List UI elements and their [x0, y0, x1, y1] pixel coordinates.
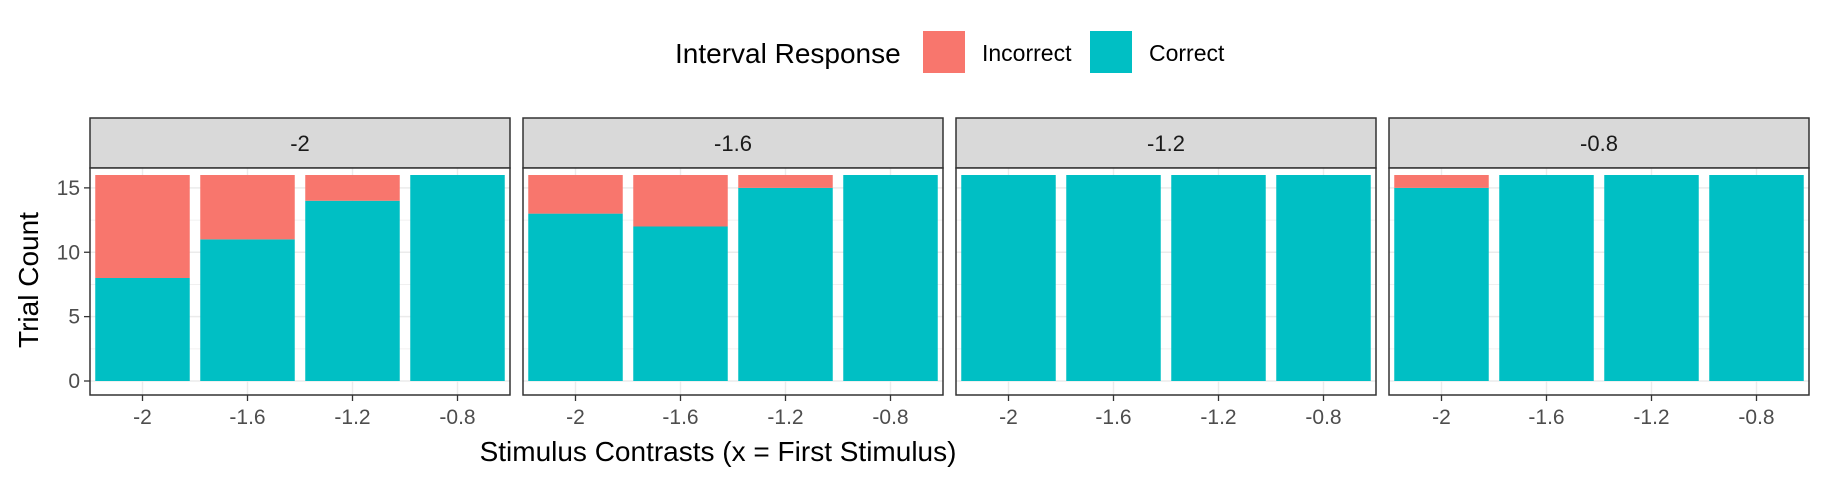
x-tick-label: -1.2: [334, 406, 370, 429]
x-tick-label: -1.2: [1200, 406, 1236, 429]
x-axis-title: Stimulus Contrasts (x = First Stimulus): [480, 436, 957, 467]
bar-correct: [1276, 175, 1371, 381]
x-tick-label: -2: [133, 406, 152, 429]
y-tick-label: 5: [68, 306, 80, 329]
bar-correct: [528, 213, 623, 381]
x-tick-label: -1.6: [662, 406, 698, 429]
facet-panel: -1.6 -2 -1.6 -1.2 -0.8: [522, 117, 944, 429]
legend: Interval Response Incorrect Correct: [675, 31, 1225, 73]
y-tick-label: 10: [57, 241, 80, 264]
bar-incorrect: [1394, 175, 1489, 188]
panel-border: [955, 167, 1377, 396]
facet-panel: -0.8 -2 -1.6 -1.2 -0.8: [1388, 117, 1810, 429]
x-tick-label: -0.8: [439, 406, 475, 429]
facet-panels: -2-2 -1.6 -1.2 -0.8-1.6-2 -1.6 -1.2 -0.8-1.2-2…: [89, 117, 1810, 429]
x-tick-label: -1.2: [767, 406, 803, 429]
bar-incorrect: [200, 175, 295, 240]
bar-correct: [843, 175, 938, 381]
legend-swatch-incorrect: [923, 31, 965, 73]
bar-correct: [738, 187, 833, 381]
facet-strip-label: -1.6: [714, 131, 752, 156]
legend-label-correct: Correct: [1149, 40, 1225, 66]
bar-correct: [1499, 175, 1594, 381]
facet-strip-label: -1.2: [1147, 131, 1185, 156]
bar-correct: [1709, 175, 1804, 381]
bar-correct: [1604, 175, 1699, 381]
y-tick-label: 15: [57, 177, 80, 200]
legend-swatch-correct: [1090, 31, 1132, 73]
bar-correct: [1171, 175, 1266, 381]
bar-correct: [961, 175, 1056, 381]
panel-border: [89, 167, 511, 396]
bar-incorrect: [528, 175, 623, 214]
legend-label-incorrect: Incorrect: [982, 40, 1072, 66]
y-axis-title: Trial Count: [13, 212, 44, 348]
facet-strip-label: -2: [290, 131, 310, 156]
x-tick-label: -1.6: [229, 406, 265, 429]
facet-panel: -2 -2 -1.6 -1.2 -0.8: [89, 117, 511, 429]
bar-correct: [1066, 175, 1161, 381]
x-tick-label: -0.8: [872, 406, 908, 429]
facet-strip: [89, 117, 511, 169]
bar-incorrect: [95, 175, 190, 278]
bar-correct: [95, 278, 190, 381]
bar-correct: [410, 175, 505, 381]
x-tick-label: -1.6: [1528, 406, 1564, 429]
panel-border: [522, 167, 944, 396]
bar-incorrect: [633, 175, 728, 227]
x-tick-label: -1.6: [1095, 406, 1131, 429]
facet-strip: [522, 117, 944, 169]
x-tick-label: -0.8: [1738, 406, 1774, 429]
x-tick-label: -0.8: [1305, 406, 1341, 429]
x-tick-label: -1.2: [1633, 406, 1669, 429]
x-tick-label: -2: [566, 406, 585, 429]
y-axis: 0 5 10 15: [57, 177, 90, 393]
bar-correct: [305, 200, 400, 381]
facet-strip: [955, 117, 1377, 169]
panel-border: [1388, 167, 1810, 396]
facet-strip-label: -0.8: [1580, 131, 1618, 156]
bar-correct: [1394, 187, 1489, 381]
bar-incorrect: [305, 175, 400, 201]
legend-title: Interval Response: [675, 38, 901, 69]
bar-correct: [633, 226, 728, 381]
facet-strip: [1388, 117, 1810, 169]
x-tick-label: -2: [1432, 406, 1451, 429]
x-tick-label: -2: [999, 406, 1018, 429]
bar-incorrect: [738, 175, 833, 188]
y-tick-label: 0: [68, 370, 80, 393]
facet-panel: -1.2 -2 -1.6 -1.2 -0.8: [955, 117, 1377, 429]
bar-correct: [200, 239, 295, 381]
